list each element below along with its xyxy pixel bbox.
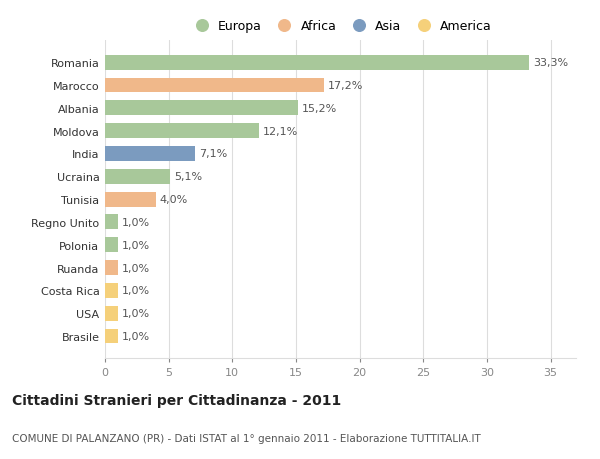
Text: 1,0%: 1,0% [122,285,149,296]
Text: 1,0%: 1,0% [122,240,149,250]
Bar [105,192,156,207]
Text: 15,2%: 15,2% [302,104,338,114]
Text: 1,0%: 1,0% [122,308,149,319]
Text: 1,0%: 1,0% [122,263,149,273]
Bar [105,238,118,252]
Bar [105,215,118,230]
Text: 12,1%: 12,1% [263,126,298,136]
Text: 4,0%: 4,0% [160,195,188,205]
Bar [105,283,118,298]
Bar [105,147,196,162]
Text: 17,2%: 17,2% [328,81,363,91]
Text: 5,1%: 5,1% [174,172,202,182]
Bar [105,56,529,71]
Text: 1,0%: 1,0% [122,331,149,341]
Legend: Europa, Africa, Asia, America: Europa, Africa, Asia, America [185,16,496,36]
Bar [105,169,170,185]
Bar [105,261,118,275]
Text: 33,3%: 33,3% [533,58,568,68]
Bar [105,329,118,344]
Text: 1,0%: 1,0% [122,218,149,227]
Bar [105,124,259,139]
Bar [105,78,324,93]
Text: COMUNE DI PALANZANO (PR) - Dati ISTAT al 1° gennaio 2011 - Elaborazione TUTTITAL: COMUNE DI PALANZANO (PR) - Dati ISTAT al… [12,433,481,442]
Bar [105,306,118,321]
Text: Cittadini Stranieri per Cittadinanza - 2011: Cittadini Stranieri per Cittadinanza - 2… [12,393,341,407]
Bar [105,101,298,116]
Text: 7,1%: 7,1% [199,149,227,159]
